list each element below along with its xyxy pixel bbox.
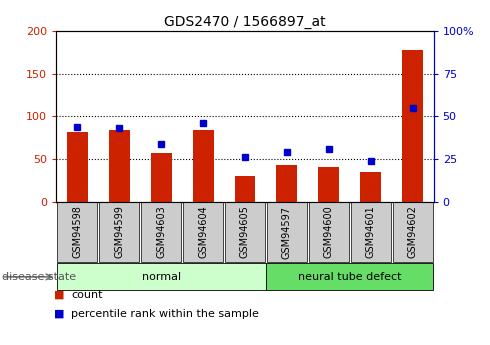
Text: GSM94603: GSM94603: [156, 206, 166, 258]
FancyBboxPatch shape: [266, 263, 434, 290]
FancyBboxPatch shape: [225, 203, 265, 262]
Text: GSM94605: GSM94605: [240, 206, 250, 258]
Bar: [318, 167, 339, 202]
Bar: [402, 50, 423, 202]
Text: count: count: [71, 290, 102, 300]
FancyBboxPatch shape: [99, 203, 139, 262]
Text: neural tube defect: neural tube defect: [298, 272, 402, 282]
Text: GSM94599: GSM94599: [114, 206, 124, 258]
Text: normal: normal: [142, 272, 181, 282]
FancyBboxPatch shape: [57, 203, 98, 262]
Bar: [193, 130, 214, 202]
Bar: [67, 132, 88, 202]
Text: ■: ■: [54, 309, 64, 319]
FancyBboxPatch shape: [141, 203, 181, 262]
Text: GSM94600: GSM94600: [324, 206, 334, 258]
Text: disease state: disease state: [2, 272, 76, 282]
Bar: [276, 165, 297, 202]
Text: GSM94598: GSM94598: [73, 206, 82, 258]
Bar: [109, 130, 130, 202]
Text: GSM94601: GSM94601: [366, 206, 376, 258]
Bar: [360, 172, 381, 202]
FancyBboxPatch shape: [267, 203, 307, 262]
Text: GSM94604: GSM94604: [198, 206, 208, 258]
Title: GDS2470 / 1566897_at: GDS2470 / 1566897_at: [164, 14, 326, 29]
Bar: [235, 176, 255, 202]
FancyBboxPatch shape: [56, 263, 266, 290]
Text: percentile rank within the sample: percentile rank within the sample: [71, 309, 259, 319]
Text: ■: ■: [54, 290, 64, 300]
Text: GSM94602: GSM94602: [408, 206, 417, 258]
Text: GSM94597: GSM94597: [282, 206, 292, 258]
FancyBboxPatch shape: [351, 203, 391, 262]
FancyBboxPatch shape: [309, 203, 349, 262]
Bar: [151, 153, 171, 202]
FancyBboxPatch shape: [183, 203, 223, 262]
FancyBboxPatch shape: [392, 203, 433, 262]
